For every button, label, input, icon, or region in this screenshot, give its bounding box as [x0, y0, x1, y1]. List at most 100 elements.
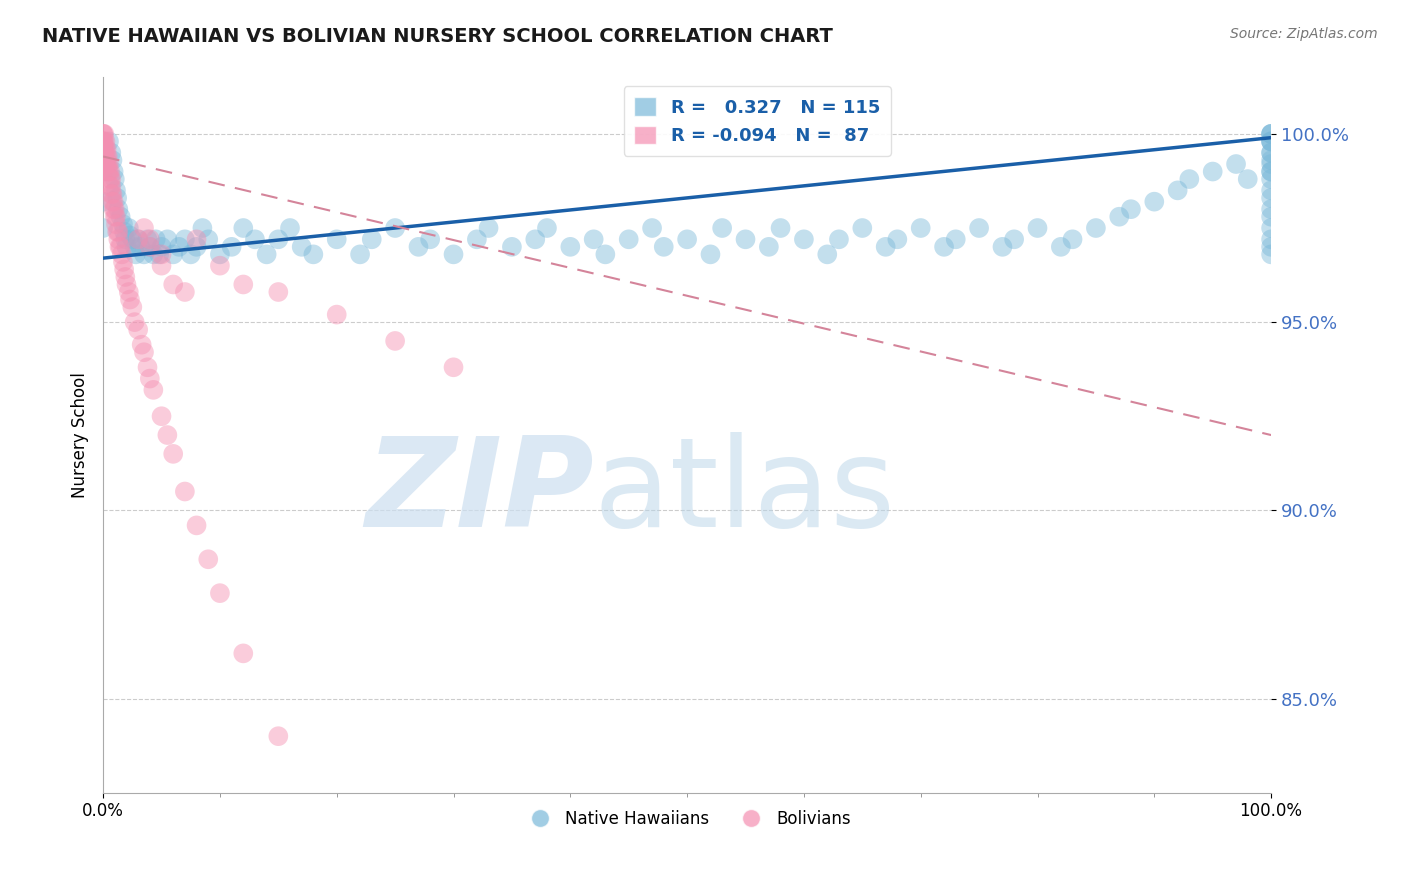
Point — [127, 232, 149, 246]
Point — [93, 135, 115, 149]
Point — [932, 240, 955, 254]
Point — [132, 247, 155, 261]
Point — [302, 805, 325, 819]
Point — [97, 164, 120, 178]
Point — [107, 232, 129, 246]
Point — [408, 240, 430, 254]
Point — [443, 360, 465, 375]
Point — [1225, 157, 1247, 171]
Point — [100, 145, 122, 160]
Point — [875, 240, 897, 254]
Point — [94, 142, 117, 156]
Point — [302, 247, 325, 261]
Point — [148, 247, 170, 261]
Point — [91, 221, 114, 235]
Point — [582, 232, 605, 246]
Point — [1260, 172, 1282, 186]
Point — [758, 240, 780, 254]
Text: atlas: atlas — [593, 432, 896, 553]
Point — [232, 221, 254, 235]
Point — [124, 240, 146, 254]
Point — [267, 729, 290, 743]
Point — [711, 221, 734, 235]
Point — [1119, 202, 1142, 217]
Point — [278, 221, 301, 235]
Point — [325, 308, 347, 322]
Point — [91, 142, 114, 156]
Point — [115, 240, 138, 254]
Point — [91, 135, 114, 149]
Point — [443, 247, 465, 261]
Point — [991, 240, 1014, 254]
Point — [1260, 191, 1282, 205]
Point — [1084, 221, 1107, 235]
Point — [104, 210, 127, 224]
Point — [118, 228, 141, 243]
Point — [256, 247, 278, 261]
Point — [91, 157, 114, 171]
Point — [118, 293, 141, 307]
Point — [162, 247, 184, 261]
Point — [114, 269, 136, 284]
Point — [1260, 127, 1282, 141]
Point — [111, 217, 134, 231]
Point — [595, 247, 617, 261]
Point — [267, 285, 290, 299]
Point — [127, 323, 149, 337]
Point — [173, 285, 195, 299]
Point — [131, 337, 153, 351]
Point — [94, 135, 117, 149]
Point — [384, 334, 406, 348]
Point — [1167, 183, 1189, 197]
Point — [232, 277, 254, 292]
Point — [93, 149, 115, 163]
Point — [139, 240, 162, 254]
Point — [93, 127, 115, 141]
Point — [142, 383, 165, 397]
Point — [910, 221, 932, 235]
Point — [536, 221, 558, 235]
Point — [360, 232, 382, 246]
Point — [186, 232, 208, 246]
Point — [118, 221, 141, 235]
Point — [828, 232, 851, 246]
Point — [91, 164, 114, 178]
Point — [96, 142, 118, 156]
Point — [132, 221, 155, 235]
Point — [121, 232, 143, 246]
Point — [91, 142, 114, 156]
Point — [1260, 202, 1282, 217]
Point — [104, 210, 127, 224]
Point — [96, 149, 118, 163]
Point — [221, 240, 243, 254]
Point — [150, 247, 173, 261]
Point — [101, 153, 124, 168]
Point — [91, 164, 114, 178]
Point — [103, 194, 125, 209]
Point — [103, 164, 125, 178]
Point — [136, 360, 159, 375]
Point — [769, 221, 792, 235]
Point — [110, 210, 132, 224]
Point — [1143, 194, 1166, 209]
Point — [524, 232, 547, 246]
Point — [1260, 221, 1282, 235]
Point — [1260, 247, 1282, 261]
Point — [101, 194, 124, 209]
Point — [384, 221, 406, 235]
Point — [1260, 145, 1282, 160]
Point — [641, 221, 664, 235]
Point — [156, 428, 179, 442]
Point — [208, 259, 231, 273]
Point — [191, 221, 214, 235]
Point — [325, 232, 347, 246]
Point — [1002, 232, 1025, 246]
Point — [815, 247, 838, 261]
Point — [197, 552, 219, 566]
Point — [91, 127, 114, 141]
Point — [349, 247, 371, 261]
Point — [156, 232, 179, 246]
Point — [652, 240, 675, 254]
Point — [115, 277, 138, 292]
Point — [114, 232, 136, 246]
